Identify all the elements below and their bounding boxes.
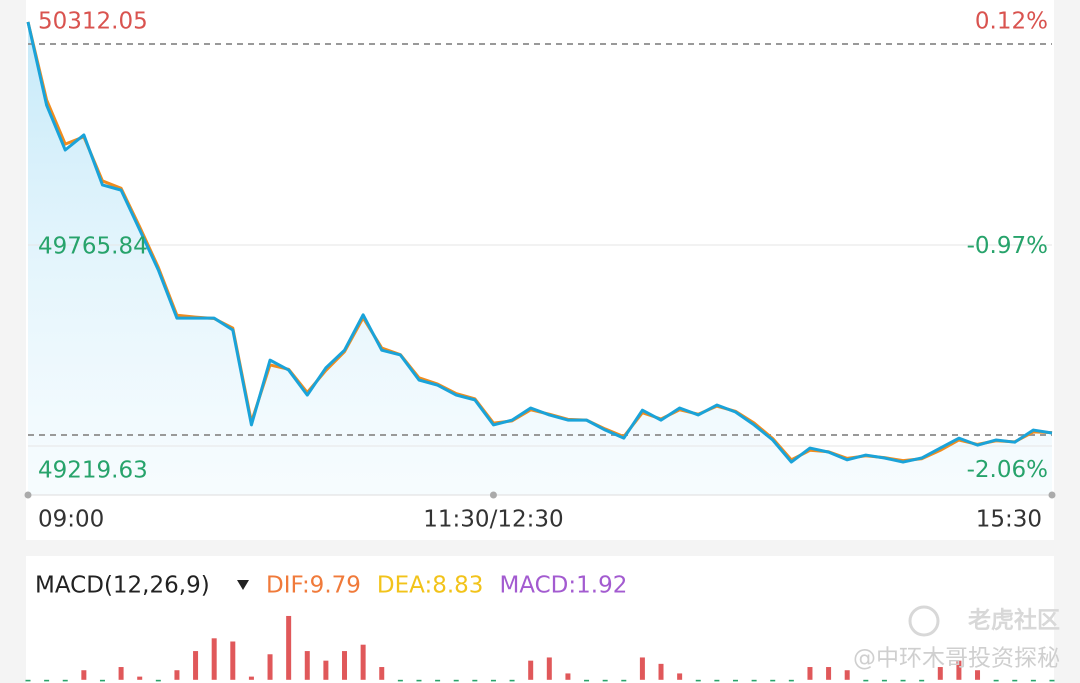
macd-bar [695,679,701,682]
macd-bar [248,676,254,680]
macd-bar [919,679,925,682]
macd-bar [193,651,199,680]
macd-bar [546,657,552,680]
macd-bar [490,679,496,682]
x-tick-label: 09:00 [38,507,104,533]
dropdown-arrow[interactable] [237,580,249,590]
macd-indicator: MACD(12,26,9) [35,573,210,599]
macd-bar [360,644,366,680]
x-tick-dot [489,491,497,499]
y-tick-label: 49765.84 [38,234,148,260]
macd-bar [993,679,999,682]
macd-bar [99,679,105,682]
x-tick-label: 11:30/12:30 [423,507,563,533]
macd-bar [770,679,776,682]
macd-bar [81,670,87,680]
macd-bar [732,679,738,682]
macd-bar [155,679,161,682]
macd-bar [137,676,143,680]
macd-bar [565,673,571,680]
price-line [26,21,1053,464]
y2-tick-label: 0.12% [975,8,1048,34]
macd-bar [826,667,832,680]
macd-bar [881,679,887,682]
macd-legend: DIF:9.79 [266,573,361,599]
macd-bar [230,641,236,680]
macd-bar [323,660,329,680]
macd-bar [342,651,348,680]
macd-bar [416,679,422,682]
macd-bar [1049,679,1055,682]
macd-bar [1030,679,1036,682]
macd-bar [956,660,962,680]
macd-bar [174,670,180,680]
macd-bar [397,679,403,682]
macd-bar [25,679,31,682]
macd-bar [639,657,645,680]
macd-bar [286,615,292,680]
macd-legend: DEA:8.83 [377,573,484,599]
macd-bar [528,660,534,680]
macd-bar [118,667,124,680]
macd-legend: MACD:1.92 [499,573,627,599]
macd-bar [844,670,850,680]
macd-bar [509,679,515,682]
y2-tick-label: -2.06% [967,457,1048,483]
macd-bar [379,667,385,680]
macd-bar [975,670,981,680]
macd-bar [621,679,627,682]
macd-bar [658,663,664,680]
macd-bar [714,679,720,682]
macd-bar [863,679,869,682]
y2-tick-label: -0.97% [967,233,1048,259]
area [28,21,1052,495]
x-tick-label: 15:30 [976,507,1042,533]
macd-bar [1012,679,1018,682]
macd-bar [44,679,50,682]
macd-bar [435,679,441,682]
macd-bar [211,638,217,680]
macd-bar [677,673,683,680]
macd-bar [900,679,906,682]
macd-bar [602,679,608,682]
macd-bar [788,679,794,682]
macd-bar [584,679,590,682]
macd-bar [62,679,68,682]
macd-bar [807,667,813,680]
watermark-author: @中环木哥投资探秘 [853,646,1060,672]
y-tick-label: 50312.05 [38,9,148,35]
y-tick-label: 49219.63 [38,458,148,484]
x-tick-dot [1048,491,1056,499]
watermark-brand: 老虎社区 [967,607,1060,634]
macd-bar [751,679,757,682]
watermark-logo [908,605,940,637]
macd-bar [267,654,273,680]
macd-bar [304,651,310,680]
macd-bar [472,679,478,682]
x-tick-dot [24,491,32,499]
macd-bar [453,679,459,682]
macd-bar [937,667,943,680]
